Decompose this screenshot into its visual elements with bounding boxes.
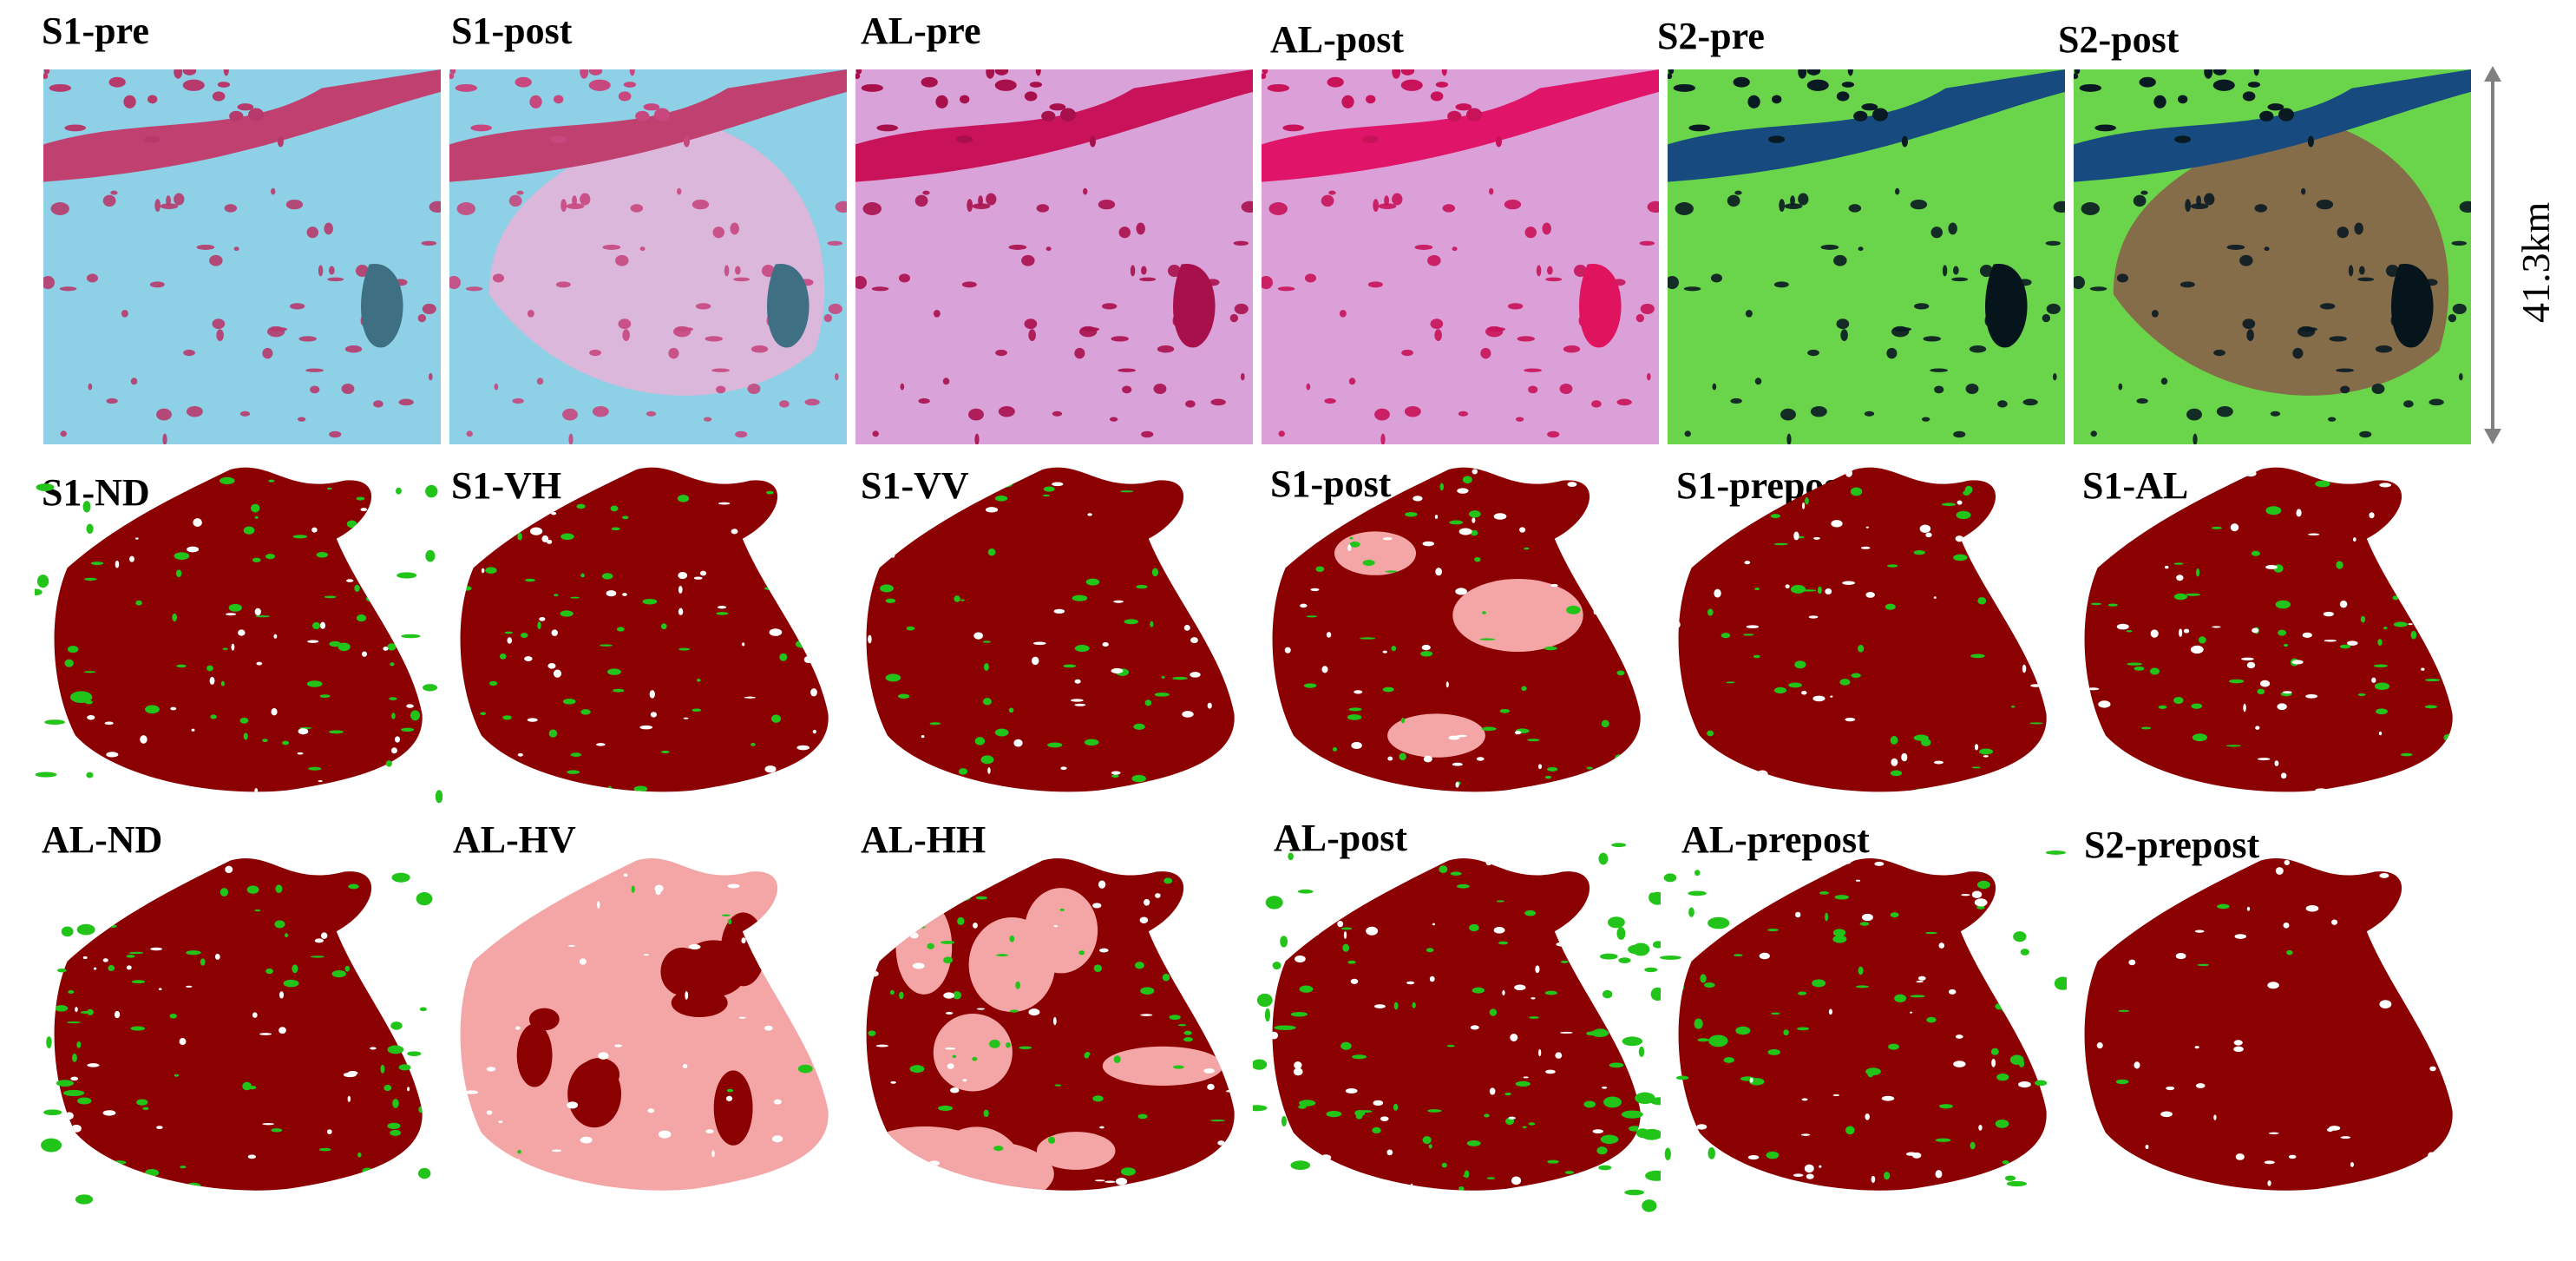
label-s1-pre: S1-pre — [42, 10, 149, 52]
map-al-prepost — [1659, 842, 2067, 1215]
map-s1-nd — [35, 451, 442, 816]
image-s1-pre — [43, 69, 441, 444]
image-s2-pre — [1668, 69, 2065, 444]
label-s2-post: S2-post — [2058, 18, 2179, 61]
scale-bar-arrow — [2484, 66, 2501, 444]
label-s1-post-map: S1-post — [1270, 463, 1392, 505]
label-s1-vh: S1-VH — [451, 464, 562, 507]
map-s2-prepost — [2065, 842, 2473, 1215]
label-s2-pre: S2-pre — [1657, 15, 1765, 57]
label-al-post: AL-post — [1270, 18, 1405, 61]
label-s1-al: S1-AL — [2082, 464, 2189, 507]
map-s1-post — [1253, 451, 1661, 816]
label-al-prepost: AL-prepost — [1681, 818, 1870, 861]
map-al-hv — [441, 842, 849, 1215]
label-s2-prepost: S2-prepost — [2084, 824, 2260, 866]
image-s2-post — [2074, 69, 2471, 444]
label-al-hh: AL-HH — [861, 818, 986, 861]
map-al-nd — [35, 842, 442, 1215]
label-al-post-map: AL-post — [1274, 817, 1408, 859]
label-s1-vv: S1-VV — [861, 464, 969, 507]
scale-label: 41.3km — [2514, 201, 2558, 323]
label-al-nd: AL-ND — [42, 818, 163, 861]
map-s1-al — [2065, 451, 2473, 816]
map-s1-prepost — [1659, 451, 2067, 816]
image-s1-post — [449, 69, 847, 444]
map-s1-vh — [441, 451, 849, 816]
map-al-post — [1253, 842, 1661, 1215]
label-s1-nd: S1-ND — [42, 471, 150, 514]
image-al-pre — [855, 69, 1253, 444]
map-s1-vv — [847, 451, 1255, 816]
label-s1-post: S1-post — [451, 10, 573, 52]
label-al-pre: AL-pre — [861, 10, 981, 52]
image-al-post — [1262, 69, 1659, 444]
map-al-hh — [847, 842, 1255, 1215]
label-al-hv: AL-HV — [453, 818, 576, 861]
